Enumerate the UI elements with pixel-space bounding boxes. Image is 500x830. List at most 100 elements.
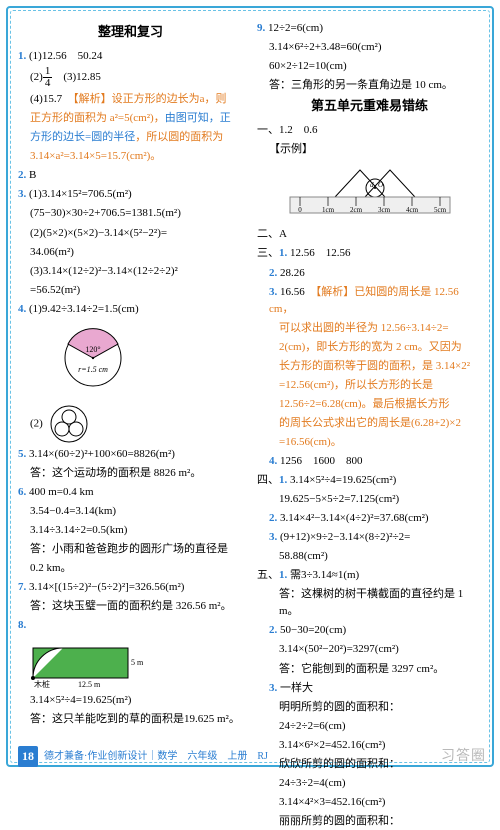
s5-3-num: 3. bbox=[269, 682, 277, 694]
q1-4: (4)15.7 【解析】设正方形的边长为a，则 bbox=[18, 91, 243, 108]
q3-2b: 34.06(m²) bbox=[18, 244, 243, 261]
analysis-tag: 【解析】 bbox=[73, 93, 112, 105]
s1-example: 【示例】 bbox=[257, 141, 482, 158]
q8a: 3.14×5²÷4=19.625(m²) bbox=[18, 692, 243, 709]
frac-den: 4 bbox=[43, 78, 53, 89]
s4-3: 3. (9+12)×9÷2−3.14×(8÷2)²÷2= bbox=[257, 529, 482, 546]
footer-text: 德才兼备·作业创新设计｜数学 六年级 上册 RJ bbox=[44, 749, 268, 765]
q3-num: 3. bbox=[18, 188, 26, 200]
q1-3: (3)12.85 bbox=[52, 71, 101, 83]
t: 由图可知，正 bbox=[165, 112, 231, 124]
svg-text:2cm: 2cm bbox=[349, 206, 362, 214]
s5-3c: 24÷2÷2=6(cm) bbox=[257, 718, 482, 735]
s3-3-num: 3. bbox=[269, 286, 277, 298]
s4-3-num: 3. bbox=[269, 531, 277, 543]
svg-text:d: d bbox=[370, 181, 374, 189]
s4-label: 四、 bbox=[257, 474, 279, 486]
s3-label: 三、 bbox=[257, 247, 279, 259]
t: ，所以圆的面积为 bbox=[135, 131, 223, 143]
q5b: 答：这个运动场的面积是 8826 m²。 bbox=[18, 465, 243, 482]
s5-2c: 答：它能刨到的面积是 3297 cm²。 bbox=[257, 661, 482, 678]
q3-3b: =56.52(m²) bbox=[18, 282, 243, 299]
s5-2-num: 2. bbox=[269, 624, 277, 636]
q1-1: (1)12.56 50.24 bbox=[29, 50, 102, 62]
q1-2-prefix: (2) bbox=[30, 71, 43, 83]
analysis-tag: 【解析】 bbox=[316, 286, 355, 298]
grass-figure: 木桩 12.5 m 5 m bbox=[28, 638, 243, 688]
q8: 8. bbox=[18, 617, 243, 634]
s4-1: 四、1. 3.14×5²÷4=19.625(cm²) bbox=[257, 472, 482, 489]
q3-3: (3)3.14×(12÷2)²−3.14×(12÷2÷2)² bbox=[18, 263, 243, 280]
t: 一样大 bbox=[280, 682, 313, 694]
q6-num: 6. bbox=[18, 486, 26, 498]
left-column: 整理和复习 1. (1)12.56 50.24 (2)14 (3)12.85 (… bbox=[18, 20, 243, 743]
watermark: 习答圈 bbox=[441, 745, 486, 767]
t: 需3÷3.14≈1(m) bbox=[290, 569, 359, 581]
s2-label: 二、 bbox=[257, 228, 279, 240]
q7b: 答：这块玉璧一面的面积约是 326.56 m²。 bbox=[18, 598, 243, 615]
q1-4-val: (4)15.7 bbox=[30, 93, 73, 105]
q2-val: B bbox=[29, 169, 36, 181]
q2: 2. B bbox=[18, 167, 243, 184]
q5: 5. 3.14×(60÷2)²+100×60=8826(m²) bbox=[18, 446, 243, 463]
t: 16.56 bbox=[280, 286, 316, 298]
t: (9+12)×9÷2−3.14×(8÷2)²÷2= bbox=[280, 531, 410, 543]
s3-3-t3: 2(cm)，即长方形的宽为 2 cm。又因为 bbox=[257, 339, 482, 356]
s5-3f: 24÷3÷2=4(cm) bbox=[257, 775, 482, 792]
q9c: 60×2÷12=10(cm) bbox=[257, 58, 482, 75]
unit-title: 第五单元重难易错练 bbox=[257, 96, 482, 116]
s5-1: 五、1. 需3÷3.14≈1(m) bbox=[257, 567, 482, 584]
t: 12.56 12.56 bbox=[290, 247, 351, 259]
q4-num: 4. bbox=[18, 303, 26, 315]
q1-2: (2)14 (3)12.85 bbox=[18, 66, 243, 89]
q6b: 3.54−0.4=3.14(km) bbox=[18, 503, 243, 520]
q8b: 答：这只羊能吃到的草的面积是19.625 m²。 bbox=[18, 711, 243, 728]
svg-text:木桩: 木桩 bbox=[34, 679, 50, 688]
s3-3-t4: 长方形的面积等于圆的面积，是 3.14×2² bbox=[257, 358, 482, 375]
t: 3.14×5²÷4=19.625(cm²) bbox=[290, 474, 396, 486]
s3-1-num: 1. bbox=[279, 247, 287, 259]
s5-2b: 3.14×(50²−20²)=3297(cm²) bbox=[257, 641, 482, 658]
svg-text:1cm: 1cm bbox=[321, 206, 334, 214]
angle-label: 120° bbox=[85, 345, 100, 354]
s3-4-num: 4. bbox=[269, 455, 277, 467]
q7-num: 7. bbox=[18, 581, 26, 593]
q1-num: 1. bbox=[18, 50, 26, 62]
section-title: 整理和复习 bbox=[18, 22, 243, 42]
q6: 6. 400 m=0.4 km bbox=[18, 484, 243, 501]
q9: 9. 12÷2=6(cm) bbox=[257, 20, 482, 37]
q2-num: 2. bbox=[18, 169, 26, 181]
q6d: 答：小雨和爸爸跑步的圆形广场的直径是 bbox=[18, 541, 243, 558]
t: 12÷2=6(cm) bbox=[268, 22, 323, 34]
s3-3-t7: 的周长公式求出它的周长是(6.28+2)×2 bbox=[257, 415, 482, 432]
s5-2: 2. 50−30=20(cm) bbox=[257, 622, 482, 639]
t: 3.14×[(15÷2)²−(5÷2)²]=326.56(m²) bbox=[29, 581, 184, 593]
t: 28.26 bbox=[280, 267, 305, 279]
q6c: 3.14÷3.14÷2=0.5(km) bbox=[18, 522, 243, 539]
s3-3-t2: 可以求出圆的半径为 12.56÷3.14÷2= bbox=[257, 320, 482, 337]
ruler-figure: d O 0 1cm 2cm 3cm bbox=[257, 162, 482, 220]
s2-val: A bbox=[279, 228, 287, 240]
s4-2: 2. 3.14×4²−3.14×(4÷2)²=37.68(cm²) bbox=[257, 510, 482, 527]
s3-3: 3. 16.56 【解析】已知圆的周长是 12.56 cm， bbox=[257, 284, 482, 318]
q1: 1. (1)12.56 50.24 bbox=[18, 48, 243, 65]
s1: 一、1.2 0.6 bbox=[257, 122, 482, 139]
s4-1b: 19.625−5×5÷2=7.125(cm²) bbox=[257, 491, 482, 508]
q1-4-line2: 正方形的面积为 a²=5(cm²)，由图可知，正 bbox=[18, 110, 243, 127]
s3-3-t6: 12.56÷2=6.28(cm)。最后根据长方形 bbox=[257, 396, 482, 413]
s4-3b: 58.88(cm²) bbox=[257, 548, 482, 565]
q4-1: 4. (1)9.42÷3.14÷2=1.5(cm) bbox=[18, 301, 243, 318]
t: 50−30=20(cm) bbox=[280, 624, 346, 636]
sector-figure: 120° r=1.5 cm bbox=[48, 322, 243, 400]
right-column: 9. 12÷2=6(cm) 3.14×6²÷2+3.48=60(cm²) 60×… bbox=[257, 20, 482, 743]
q3-1b: (75−30)×30÷2+706.5=1381.5(m²) bbox=[18, 205, 243, 222]
q9d: 答：三角形的另一条直角边是 10 cm。 bbox=[257, 77, 482, 94]
s5-1-num: 1. bbox=[279, 569, 287, 581]
s1-vals: 1.2 0.6 bbox=[279, 124, 318, 136]
t: 方形的边长=圆的半径 bbox=[30, 131, 135, 143]
svg-text:0: 0 bbox=[298, 206, 302, 214]
q3-2: (2)(5×2)×(5×2)−3.14×(5²−2²)= bbox=[18, 225, 243, 242]
t: (2) bbox=[30, 417, 43, 429]
s5-label: 五、 bbox=[257, 569, 279, 581]
s4-1-num: 1. bbox=[279, 474, 287, 486]
